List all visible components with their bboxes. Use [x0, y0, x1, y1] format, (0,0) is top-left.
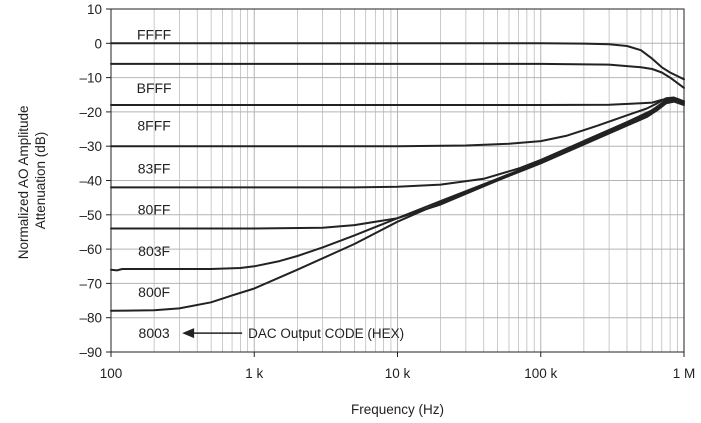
annotation-text: DAC Output CODE (HEX) — [248, 326, 404, 341]
y-tick-label: –70 — [79, 276, 102, 291]
series-line-BFFF — [110, 62, 685, 89]
y-tick-label: –50 — [79, 208, 102, 223]
series-line-83FF — [110, 96, 685, 148]
grid-lines — [111, 8, 684, 353]
y-tick-label: –30 — [79, 139, 102, 154]
x-tick-label: 1 k — [245, 366, 263, 381]
y-tick-label: –60 — [79, 242, 102, 257]
y-tick-label: –80 — [79, 311, 102, 326]
series-label-800F: 800F — [138, 284, 170, 300]
y-tick-label: –20 — [79, 105, 102, 120]
y-tick-label: –10 — [79, 71, 102, 86]
series-line-8003 — [110, 100, 685, 312]
x-tick-label: 100 k — [524, 366, 557, 381]
series-label-8FFF: 8FFF — [137, 118, 170, 134]
annotation-arrowhead — [182, 328, 195, 339]
x-tick-label: 1 M — [673, 366, 696, 381]
y-axis-title-line-2: Attenuation (dB) — [33, 132, 48, 230]
annotation: DAC Output CODE (HEX) — [182, 326, 404, 341]
series-label-FFFF: FFFF — [137, 27, 171, 43]
series-labels: FFFF BFFF 8FFF 83FF 80FF 803F 800F 8003 — [137, 27, 172, 341]
y-tick-label: 10 — [87, 2, 102, 17]
series-lines — [110, 42, 685, 312]
x-tick-label: 10 k — [385, 366, 411, 381]
series-label-BFFF: BFFF — [137, 80, 172, 96]
y-tick-label: –90 — [79, 345, 102, 360]
y-axis-title-line-1: Normalized AO Amplitude — [16, 105, 31, 259]
series-label-83FF: 83FF — [138, 160, 171, 176]
y-axis-title: Normalized AO Amplitude Attenuation (dB) — [16, 102, 48, 260]
series-line-FFFF — [110, 42, 685, 81]
series-label-803F: 803F — [138, 243, 170, 259]
series-label-80FF: 80FF — [138, 202, 171, 218]
series-line-800F — [110, 98, 685, 272]
y-tick-label: –40 — [79, 174, 102, 189]
x-axis-title: Frequency (Hz) — [351, 402, 444, 417]
series-label-8003: 8003 — [139, 325, 170, 341]
y-tick-label: 0 — [94, 36, 102, 51]
x-tick-label: 100 — [100, 366, 123, 381]
